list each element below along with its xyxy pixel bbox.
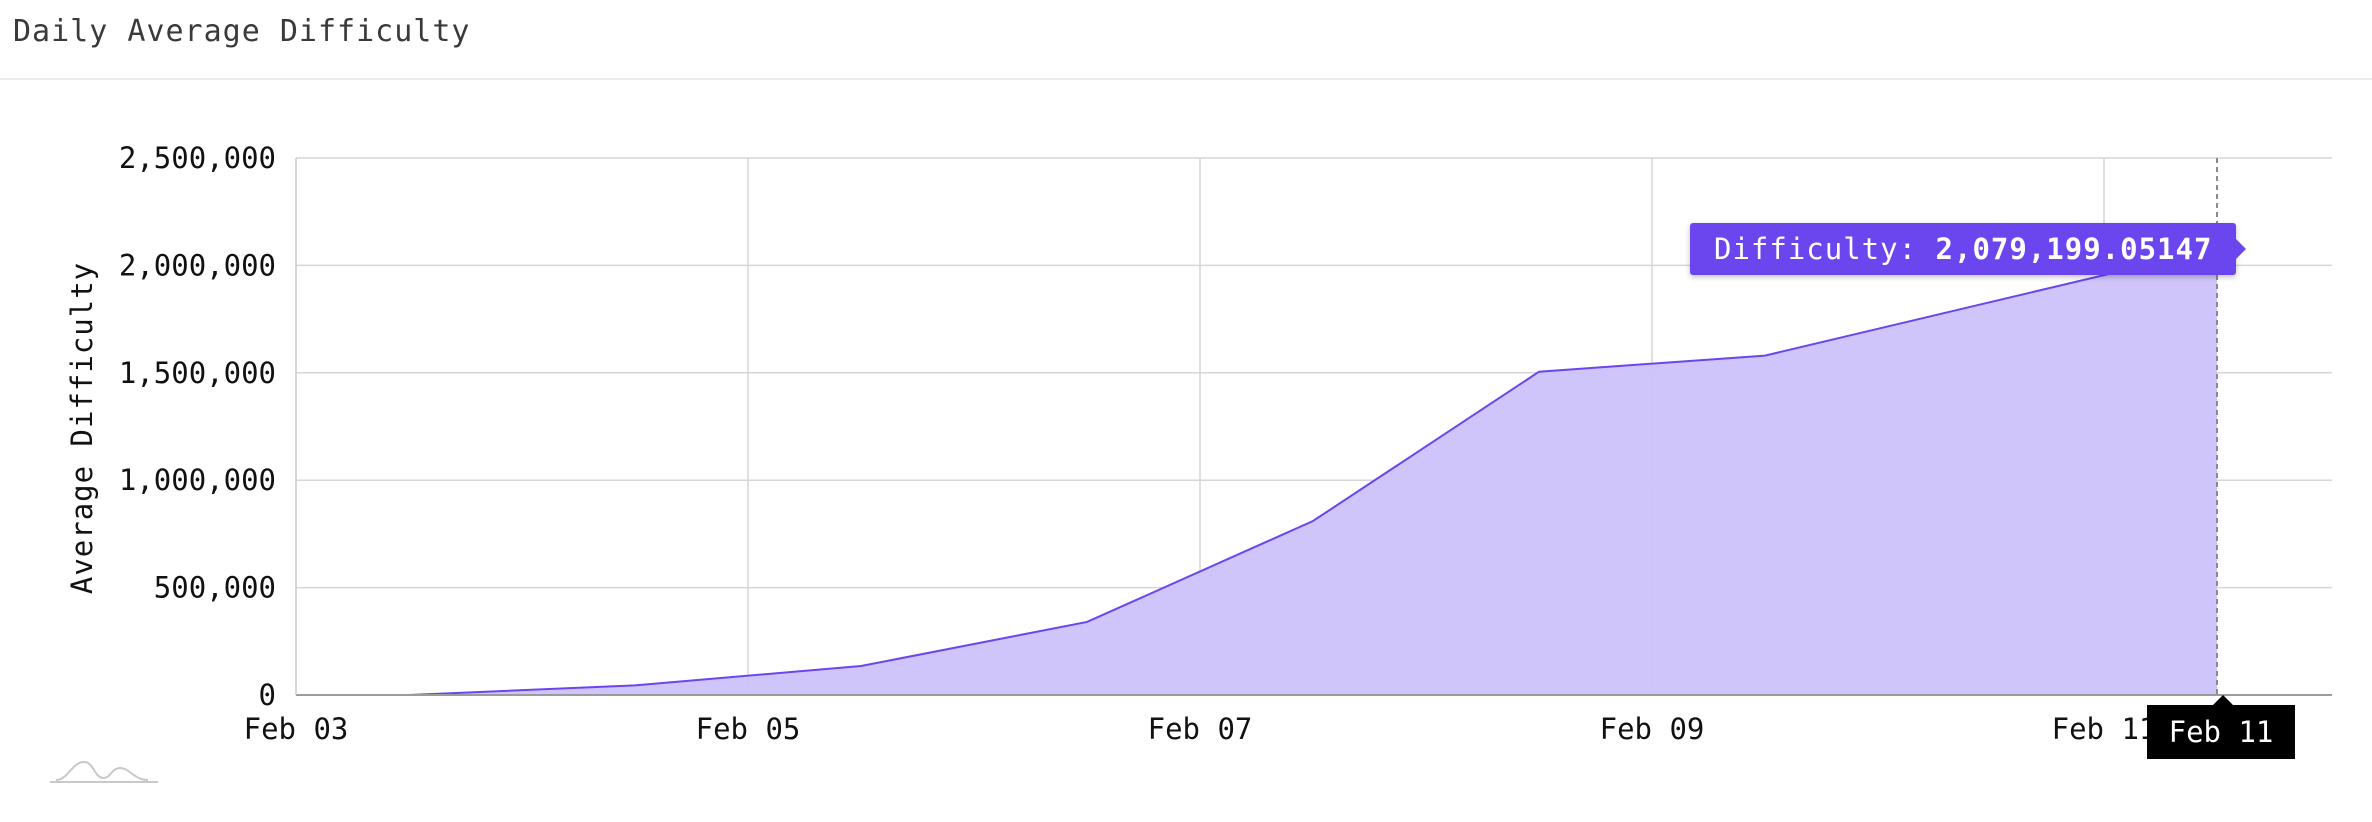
data-point	[1311, 519, 1315, 523]
data-point	[633, 683, 637, 687]
axis-layer: 0 500,000 1,000,000 1,500,000 2,000,000 2,500…	[119, 141, 2332, 746]
x-tick-label: Feb 05	[696, 712, 801, 746]
data-point	[1537, 370, 1541, 374]
y-tick-label: 2,000,000	[119, 248, 276, 282]
y-tick-label: 500,000	[154, 571, 276, 605]
y-axis-title: Average Difficulty	[65, 262, 99, 594]
chart-logo-icon[interactable]	[48, 754, 160, 790]
tooltip-label: Difficulty:	[1714, 232, 1918, 266]
data-point	[1989, 300, 1993, 304]
data-point	[1763, 354, 1767, 358]
y-tick-label: 0	[259, 678, 276, 712]
x-tick-label: Feb 03	[244, 712, 349, 746]
y-tick-label: 1,500,000	[119, 356, 276, 390]
series-area	[409, 248, 2217, 695]
chart-header: Daily Average Difficulty	[0, 0, 2372, 80]
series-line	[408, 247, 2218, 696]
x-tick-label: Feb 09	[1600, 712, 1705, 746]
y-tick-label: 2,500,000	[119, 141, 276, 175]
crosshair-date-label: Feb 11	[2147, 695, 2295, 759]
tooltip-value: 2,079,199.05147	[1935, 232, 2213, 266]
difficulty-tooltip: Difficulty: 2,079,199.05147	[1690, 223, 2247, 275]
page-title: Daily Average Difficulty	[13, 14, 471, 49]
y-tick-label: 1,000,000	[119, 463, 276, 497]
x-tick-label: Feb 07	[1148, 712, 1253, 746]
area-layer	[408, 247, 2218, 696]
x-tick-label: Feb 11	[2052, 712, 2157, 746]
data-point	[1085, 620, 1089, 624]
data-point	[859, 664, 863, 668]
